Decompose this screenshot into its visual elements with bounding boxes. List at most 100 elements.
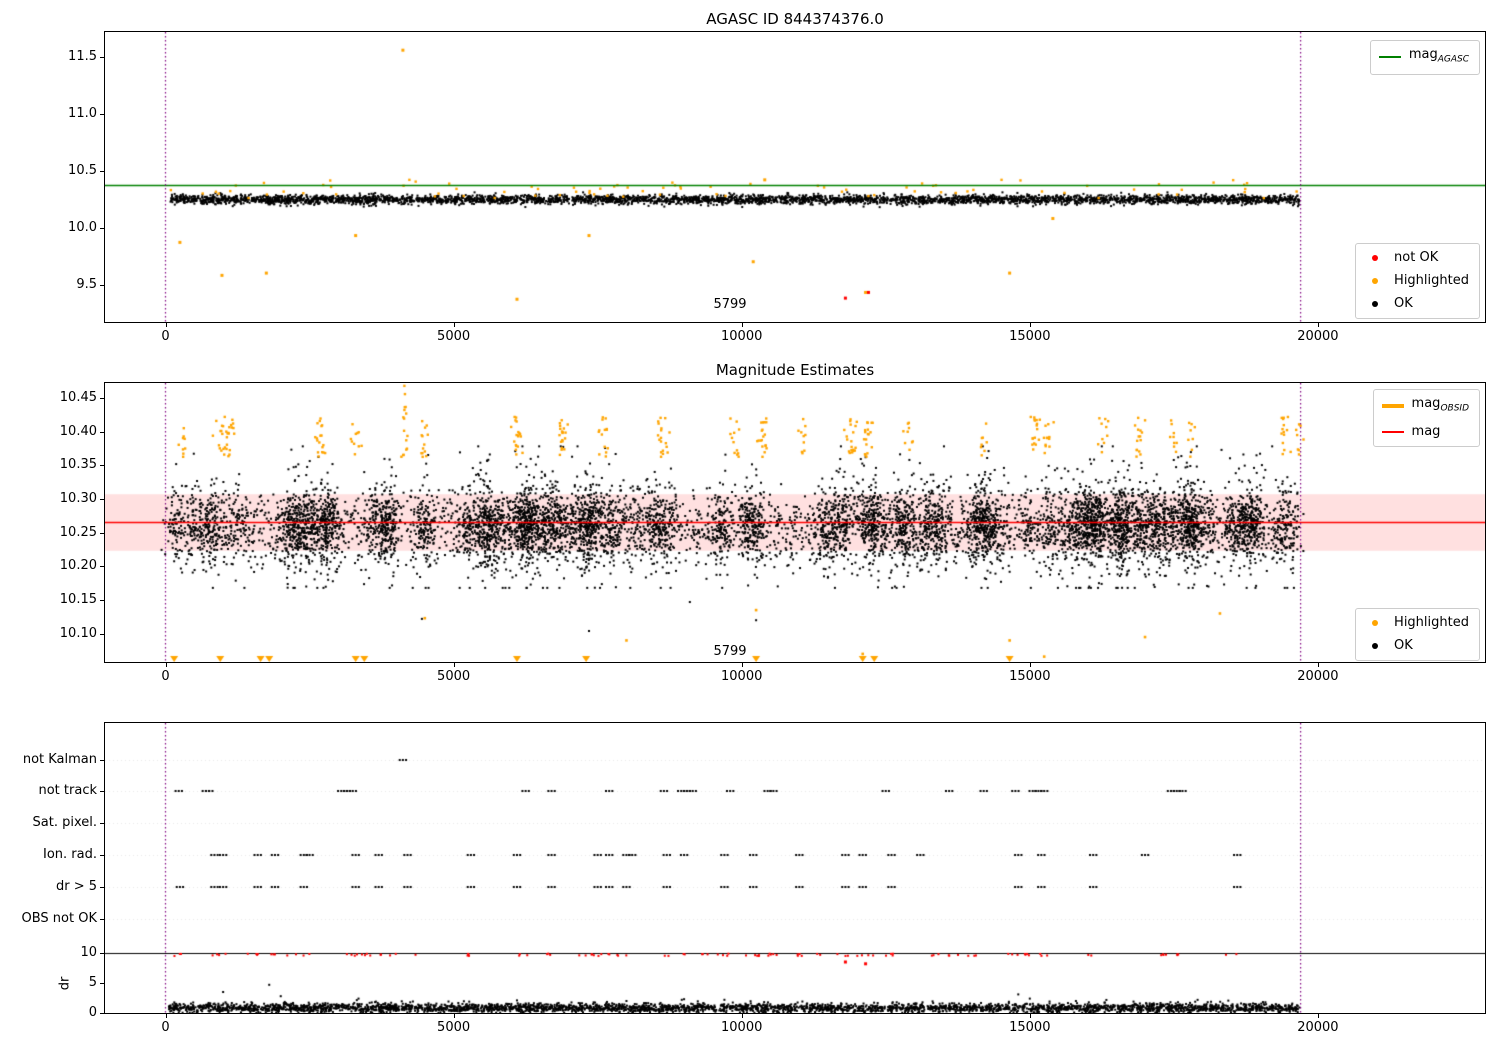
legend-dot-swatch bbox=[1364, 643, 1386, 649]
legend-dot-swatch bbox=[1364, 255, 1386, 261]
y-tick-mark bbox=[100, 1013, 104, 1014]
y-tick-mark bbox=[100, 855, 104, 856]
y-tick-mark bbox=[100, 465, 104, 467]
y-tick-mark bbox=[100, 823, 104, 824]
legend-dot-marker bbox=[1372, 620, 1379, 626]
x-tick-mark bbox=[1317, 1014, 1319, 1018]
x-tick-mark bbox=[165, 323, 167, 327]
y-tick-label: 11.0 bbox=[68, 105, 97, 121]
legend-label: magAGASC bbox=[1408, 47, 1469, 65]
obsid-label-plot1: 5799 bbox=[713, 297, 747, 312]
legend-item: OK bbox=[1364, 638, 1469, 654]
y-tick-mark bbox=[100, 498, 104, 500]
x-tick-label: 5000 bbox=[437, 329, 471, 344]
x-tick-label: 0 bbox=[161, 669, 170, 684]
x-tick-label: 0 bbox=[161, 1020, 170, 1035]
legend-item: magOBSID bbox=[1381, 396, 1469, 417]
legend-item: not OK bbox=[1364, 250, 1469, 266]
legend-label: OK bbox=[1394, 296, 1413, 311]
y-tick-label: 10.35 bbox=[59, 457, 97, 473]
plot1-line-legend: magAGASC bbox=[1369, 40, 1480, 75]
legend-item: mag bbox=[1381, 423, 1469, 440]
legend-label-subscript: AGASC bbox=[1437, 54, 1469, 65]
obsid-label-plot2: 5799 bbox=[713, 644, 747, 659]
x-tick-label: 15000 bbox=[1009, 669, 1051, 684]
legend-dot-marker bbox=[1372, 255, 1379, 261]
legend-item: OK bbox=[1364, 296, 1469, 312]
flag-row-label: Ion. rad. bbox=[43, 847, 97, 862]
y-tick-mark bbox=[100, 566, 104, 568]
legend-label-subscript: OBSID bbox=[1440, 403, 1469, 414]
y-tick-mark bbox=[100, 170, 104, 172]
flag-row-label: OBS not OK bbox=[21, 911, 98, 926]
y-tick-mark bbox=[100, 791, 104, 792]
plot3-area bbox=[104, 722, 1486, 1014]
y-tick-mark bbox=[100, 113, 104, 115]
x-tick-mark bbox=[1029, 323, 1031, 327]
x-tick-mark bbox=[165, 663, 167, 667]
dr-tick-label: 0 bbox=[88, 1005, 97, 1020]
legend-dot-marker bbox=[1372, 278, 1379, 284]
legend-line-swatch bbox=[1378, 56, 1401, 59]
plot2-marker-legend: Highlighted OK bbox=[1355, 608, 1480, 661]
x-tick-label: 10000 bbox=[721, 669, 763, 684]
x-tick-mark bbox=[453, 1014, 455, 1018]
y-tick-label: 10.5 bbox=[68, 162, 97, 178]
x-tick-label: 10000 bbox=[721, 1020, 763, 1035]
legend-dot-swatch bbox=[1364, 278, 1386, 284]
y-tick-mark bbox=[100, 953, 104, 954]
plot2-title: Magnitude Estimates bbox=[715, 361, 875, 379]
y-tick-mark bbox=[100, 57, 104, 58]
x-tick-mark bbox=[741, 1014, 743, 1018]
y-tick-label: 10.40 bbox=[59, 423, 97, 439]
dr-tick-label: 5 bbox=[88, 975, 97, 990]
legend-label: Highlighted bbox=[1394, 273, 1469, 288]
legend-label: not OK bbox=[1394, 250, 1439, 265]
x-tick-mark bbox=[453, 663, 455, 667]
x-tick-label: 5000 bbox=[437, 1020, 471, 1035]
y-tick-mark bbox=[100, 760, 104, 761]
legend-line-swatch bbox=[1381, 404, 1404, 409]
x-tick-label: 15000 bbox=[1009, 1020, 1051, 1035]
plot1-canvas bbox=[105, 32, 1485, 322]
x-tick-label: 20000 bbox=[1297, 329, 1339, 344]
legend-label: magOBSID bbox=[1411, 396, 1469, 414]
y-tick-label: 10.10 bbox=[59, 625, 97, 641]
x-tick-label: 20000 bbox=[1297, 669, 1339, 684]
plot2-area bbox=[104, 382, 1486, 663]
x-tick-mark bbox=[165, 1014, 167, 1018]
x-tick-mark bbox=[741, 323, 743, 327]
y-tick-label: 10.15 bbox=[59, 592, 97, 607]
x-tick-mark bbox=[453, 323, 455, 327]
y-tick-mark bbox=[100, 633, 104, 635]
y-tick-mark bbox=[100, 532, 104, 534]
x-tick-label: 10000 bbox=[721, 329, 763, 344]
y-tick-mark bbox=[100, 397, 104, 399]
plot2-line-legend: magOBSID mag bbox=[1372, 389, 1480, 447]
legend-dot-swatch bbox=[1364, 620, 1386, 626]
legend-dot-marker bbox=[1372, 301, 1379, 307]
legend-label: mag bbox=[1411, 423, 1441, 439]
x-tick-label: 15000 bbox=[1009, 329, 1051, 344]
plot1-area bbox=[104, 31, 1486, 323]
legend-dot-marker bbox=[1372, 643, 1379, 649]
y-tick-label: 10.25 bbox=[59, 524, 97, 540]
y-tick-mark bbox=[100, 600, 104, 601]
x-tick-mark bbox=[1317, 663, 1319, 667]
dr-tick-label: 10 bbox=[80, 945, 97, 960]
plot3-canvas bbox=[105, 723, 1485, 1013]
y-tick-mark bbox=[100, 919, 104, 920]
y-tick-label: 11.5 bbox=[68, 49, 97, 64]
y-tick-label: 9.5 bbox=[76, 276, 97, 292]
y-tick-mark bbox=[100, 887, 104, 888]
y-tick-mark bbox=[100, 983, 104, 984]
y-tick-label: 10.30 bbox=[59, 490, 97, 506]
plot1-marker-legend: not OK Highlighted OK bbox=[1355, 243, 1480, 319]
legend-line-swatch bbox=[1381, 430, 1404, 433]
flag-row-label: not track bbox=[38, 783, 97, 798]
y-tick-label: 10.0 bbox=[68, 219, 97, 235]
legend-dot-swatch bbox=[1364, 301, 1386, 307]
x-tick-mark bbox=[1317, 323, 1319, 327]
legend-item: Highlighted bbox=[1364, 273, 1469, 289]
